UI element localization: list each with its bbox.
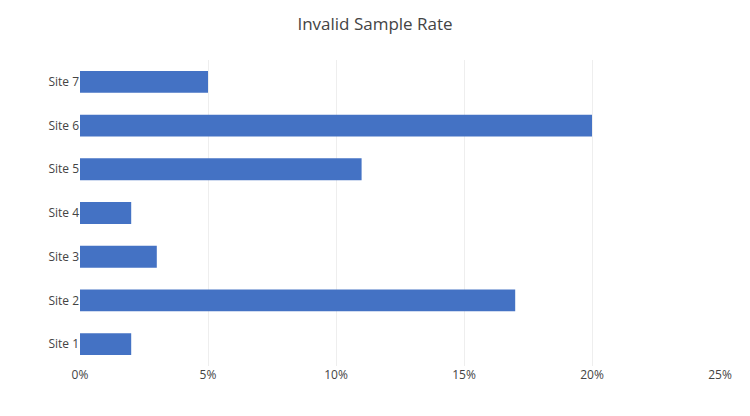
svg-text:5%: 5% — [200, 366, 217, 383]
svg-text:Site 4: Site 4 — [48, 204, 79, 221]
svg-text:Site 5: Site 5 — [48, 160, 79, 177]
svg-text:Site 2: Site 2 — [48, 292, 79, 309]
svg-text:25%: 25% — [708, 366, 732, 383]
svg-text:0%: 0% — [72, 366, 89, 383]
svg-text:20%: 20% — [580, 366, 604, 383]
svg-text:Site 7: Site 7 — [48, 73, 79, 90]
svg-text:Site 3: Site 3 — [48, 248, 79, 265]
svg-text:10%: 10% — [324, 366, 348, 383]
svg-text:15%: 15% — [452, 366, 476, 383]
svg-text:Site 1: Site 1 — [48, 335, 79, 352]
svg-text:Invalid Sample Rate: Invalid Sample Rate — [297, 12, 452, 35]
svg-text:Site 6: Site 6 — [48, 117, 79, 134]
